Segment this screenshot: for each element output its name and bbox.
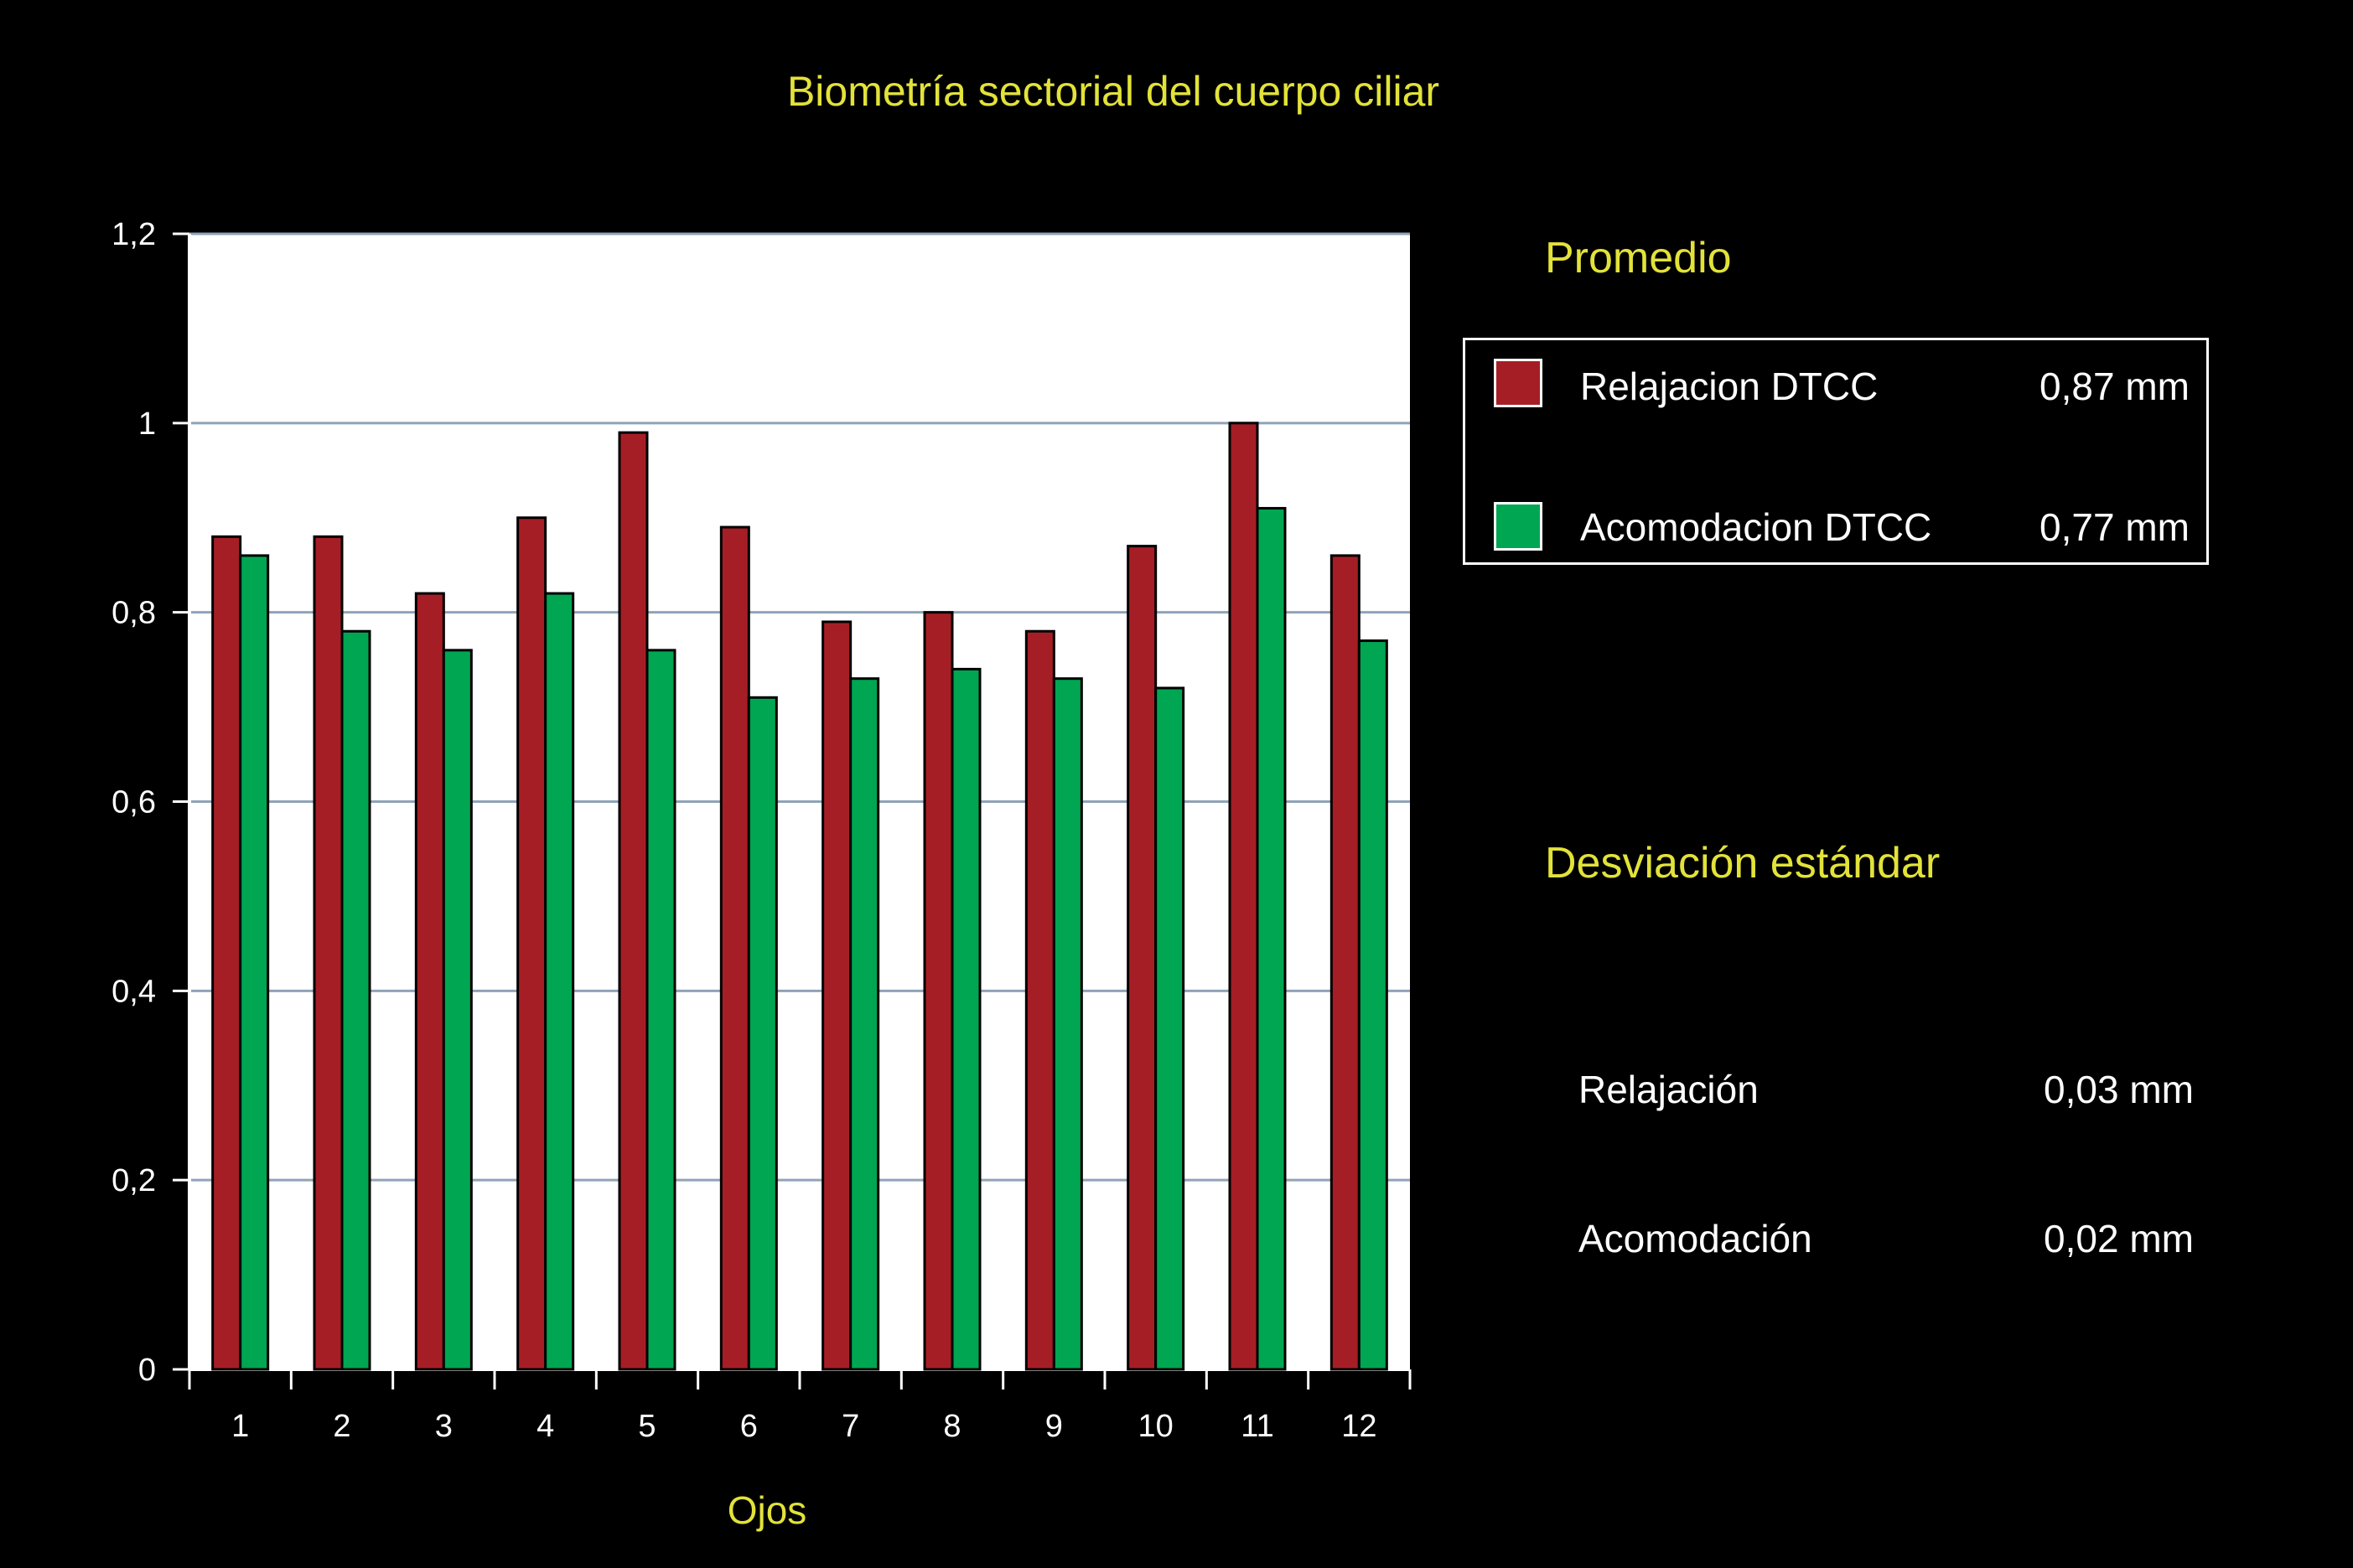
bar-relajacion-4 [516,516,547,1371]
std-dev-value-acomodacion: 0,02 mm [2044,1217,2194,1260]
x-tick-label: 1 [231,1409,249,1444]
legend-label-relajacion: Relajacion DTCC [1580,365,1879,408]
chart-title: Biometría sectorial del cuerpo ciliar [786,68,1440,115]
legend: Relajacion DTCC 0,87 mm Acomodacion DTCC… [1463,338,2209,565]
bar-acomodacion-1 [239,554,270,1371]
bar-relajacion-2 [313,535,344,1371]
bar-acomodacion-2 [340,629,371,1371]
x-tick-label: 11 [1241,1409,1273,1444]
x-tick-label: 4 [536,1409,554,1444]
bar-relajacion-3 [414,592,445,1371]
y-tick-label: 1 [138,406,156,442]
bar-acomodacion-10 [1154,686,1185,1371]
legend-swatch-acomodacion [1494,502,1542,551]
bar-acomodacion-8 [951,667,982,1371]
bar-acomodacion-12 [1357,639,1388,1371]
y-tick-label: 1,2 [111,217,156,252]
bar-acomodacion-9 [1052,677,1083,1371]
promedio-heading: Promedio [1545,234,1732,282]
y-tick-label: 0,6 [111,785,156,820]
bar-relajacion-11 [1228,422,1259,1371]
x-axis-label: Ojos [727,1488,807,1532]
bar-relajacion-1 [211,535,242,1371]
legend-swatch-relajacion [1494,359,1542,407]
x-tick-label: 2 [333,1409,350,1444]
x-tick-label: 3 [435,1409,453,1444]
x-tick-label: 7 [842,1409,859,1444]
bar-acomodacion-11 [1256,506,1287,1371]
legend-label-acomodacion: Acomodacion DTCC [1580,505,1932,549]
x-tick-label: 5 [638,1409,656,1444]
bar-relajacion-7 [821,620,853,1371]
y-tick-label: 0,8 [111,596,156,631]
std-dev-heading: Desviación estándar [1545,839,1941,887]
bar-acomodacion-5 [645,649,676,1371]
bar-relajacion-5 [618,431,649,1371]
bar-relajacion-10 [1127,545,1158,1371]
y-tick-label: 0,4 [111,974,156,1009]
std-dev-label-acomodacion: Acomodación [1578,1217,1812,1260]
std-dev-value-relajacion: 0,03 mm [2044,1068,2194,1111]
bar-relajacion-9 [1024,629,1055,1371]
x-tick-label: 10 [1138,1409,1174,1444]
legend-value-acomodacion: 0,77 mm [2039,505,2190,549]
bar-relajacion-12 [1329,554,1360,1371]
std-dev-label-relajacion: Relajación [1578,1068,1759,1111]
y-tick-label: 0,2 [111,1163,156,1198]
bar-relajacion-6 [719,525,750,1371]
bar-acomodacion-3 [442,649,473,1371]
legend-value-relajacion: 0,87 mm [2039,365,2190,408]
y-tick-label: 0 [138,1353,156,1388]
bar-acomodacion-7 [849,677,880,1371]
x-tick-label: 8 [943,1409,961,1444]
bar-relajacion-8 [923,611,954,1371]
x-tick-label: 12 [1341,1409,1376,1444]
x-tick-label: 9 [1045,1409,1063,1444]
bar-acomodacion-4 [544,592,575,1371]
bar-acomodacion-6 [747,696,778,1371]
x-tick-label: 6 [740,1409,758,1444]
